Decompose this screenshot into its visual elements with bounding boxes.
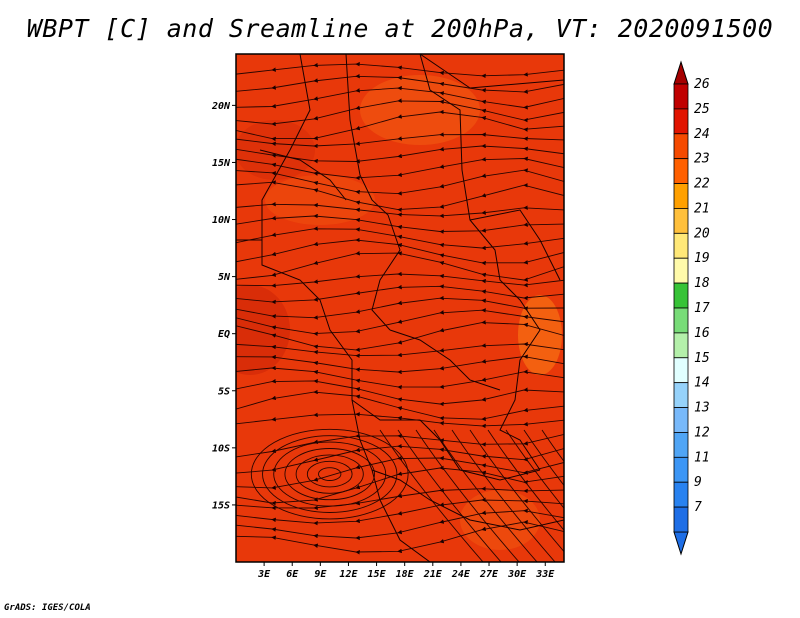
- colorbar-high-arrow: [673, 60, 689, 85]
- lat-tick-label: 15S: [212, 500, 230, 511]
- vortex-ring: [250, 428, 409, 520]
- lat-tick-label: 5N: [218, 272, 231, 283]
- colorbar-label: 17: [694, 301, 710, 316]
- colorbar-label: 23: [694, 152, 710, 167]
- colorbar-swatch: [673, 208, 689, 234]
- colorbar-swatch: [673, 407, 689, 433]
- colorbar-swatch: [673, 158, 689, 184]
- vortex-ring: [318, 467, 342, 481]
- vortex-ring: [306, 460, 353, 488]
- colorbar-label: 20: [694, 226, 710, 241]
- vortex-ring: [295, 454, 364, 494]
- country-border: [469, 79, 564, 89]
- lon-tick-label: 24E: [451, 569, 471, 580]
- colorbar-label: 25: [694, 102, 710, 117]
- grads-credit: GrADS: IGES/COLA: [4, 603, 91, 613]
- lon-tick-label: 21E: [423, 569, 443, 580]
- country-border: [259, 149, 347, 201]
- streamline: [415, 429, 520, 562]
- colorbar-swatch: [673, 257, 689, 284]
- map-title: WBPT [C] and Sreamline at 200hPa, VT: 20…: [26, 14, 774, 43]
- streamline: [236, 519, 564, 555]
- colorbar-label: 15: [694, 351, 710, 366]
- field-patch: [518, 295, 562, 375]
- country-border: [261, 54, 311, 240]
- country-border: [351, 399, 541, 481]
- streamline: [397, 429, 502, 562]
- colorbar-swatch: [673, 456, 689, 483]
- colorbar-swatch: [673, 83, 689, 110]
- colorbar-swatch: [673, 133, 689, 160]
- streamline: [451, 429, 556, 562]
- map-area: [236, 54, 564, 562]
- map-frame: [235, 53, 565, 563]
- lat-tick-label: 15N: [212, 158, 231, 169]
- vortex-ring: [284, 448, 375, 501]
- colorbar-label: 22: [694, 177, 710, 192]
- colorbar: 26 25 24 23 22 21 20 19 18 17 16 15 14 13 12 11 9 7: [673, 60, 710, 556]
- country-border: [389, 329, 501, 391]
- lat-tick-label: 5S: [218, 386, 230, 397]
- streamline: [433, 429, 538, 562]
- lat-tick-label: 10S: [212, 443, 230, 454]
- colorbar-label: 26: [694, 77, 710, 92]
- country-border: [236, 239, 431, 562]
- lon-tick-label: 18E: [396, 569, 415, 580]
- lat-tick-label: EQ: [218, 329, 230, 340]
- lat-tick-label: 10N: [212, 215, 231, 226]
- country-border: [419, 54, 541, 471]
- country-border: [371, 469, 564, 531]
- lon-tick-label: 15E: [368, 569, 387, 580]
- colorbar-label: 16: [694, 326, 710, 341]
- colorbar-low-arrow: [673, 531, 689, 556]
- streamline: [236, 412, 564, 429]
- colorbar-swatch: [673, 282, 689, 309]
- streamline: [487, 429, 564, 531]
- country-borders: [236, 54, 564, 562]
- colorbar-label: 9: [694, 475, 702, 490]
- colorbar-label: 19: [694, 251, 710, 266]
- vortex-ring: [273, 441, 387, 507]
- colorbar-swatch: [673, 382, 689, 408]
- longitude-axis: 3E 6E 9E 12E 15E 18E 21E 24E 27E 30E 33E: [257, 562, 555, 580]
- country-border: [345, 54, 401, 331]
- colorbar-label: 7: [694, 500, 702, 515]
- colorbar-swatch: [673, 357, 689, 384]
- colorbar-label: 14: [694, 376, 710, 391]
- colorbar-label: 24: [694, 127, 710, 142]
- vortex-ring: [262, 435, 398, 513]
- colorbar-swatch: [673, 506, 689, 533]
- lat-tick-label: 20N: [211, 101, 231, 112]
- colorbar-label: 11: [694, 450, 710, 465]
- lon-tick-label: 33E: [535, 569, 555, 580]
- colorbar-swatch: [673, 232, 689, 259]
- colorbar-label: 21: [694, 201, 710, 216]
- colorbar-swatch: [673, 332, 689, 359]
- streamline: [379, 429, 484, 562]
- colorbar-label: 12: [694, 425, 710, 440]
- streamline: [505, 429, 564, 509]
- colorbar-swatch: [673, 183, 689, 209]
- latitude-axis: 20N 15N 10N 5N EQ 5S 10S 15S: [211, 101, 236, 511]
- colorbar-swatch: [673, 432, 689, 458]
- lon-tick-label: 27E: [479, 569, 499, 580]
- lon-tick-label: 30E: [507, 569, 527, 580]
- streamline: [541, 429, 564, 463]
- lon-tick-label: 9E: [314, 569, 327, 580]
- country-border: [419, 54, 471, 89]
- colorbar-swatch: [673, 307, 689, 334]
- streamline: [523, 429, 564, 487]
- country-border: [469, 209, 561, 281]
- colorbar-label: 18: [694, 276, 710, 291]
- colorbar-swatch: [673, 481, 689, 508]
- lon-tick-label: 3E: [257, 569, 271, 580]
- colorbar-label: 13: [694, 401, 710, 416]
- lon-tick-label: 12E: [339, 569, 358, 580]
- colorbar-swatch: [673, 108, 689, 135]
- lon-tick-label: 6E: [286, 569, 299, 580]
